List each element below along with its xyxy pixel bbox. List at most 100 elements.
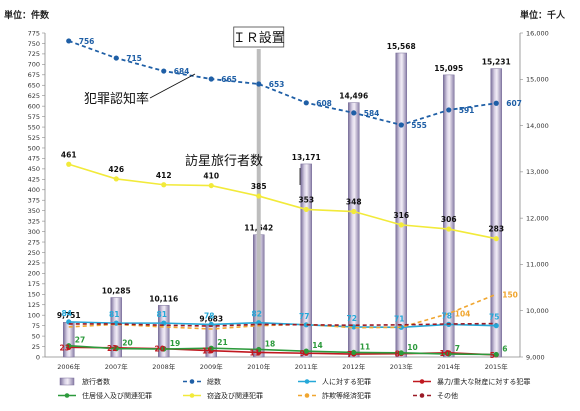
series-point-1 xyxy=(113,55,119,61)
bar-visitors xyxy=(395,52,407,358)
series-value-label-2: 81 xyxy=(157,310,167,319)
series-value-label-2: 78 xyxy=(204,311,214,320)
series-point-5 xyxy=(256,193,262,199)
left-tick-label: 500 xyxy=(28,144,40,152)
series-point-1 xyxy=(161,68,167,74)
left-tick-label: 750 xyxy=(28,40,40,48)
left-tick-label: 550 xyxy=(28,123,40,131)
series-value-label-3: 9 xyxy=(300,349,305,358)
series-value-label-1: 715 xyxy=(126,54,142,63)
bar-visitors xyxy=(443,74,455,358)
series-value-label-2: 71 xyxy=(394,314,404,323)
series-line-5 xyxy=(68,163,497,240)
series-value-label-3: 15 xyxy=(202,347,212,356)
legend-label: 詐欺等経済犯罪 xyxy=(322,391,371,400)
legend-label: 窃盗及び関連犯罪 xyxy=(207,391,263,400)
series-point-1 xyxy=(493,100,499,106)
left-tick-label: 50 xyxy=(32,332,40,340)
bar-visitors xyxy=(348,102,360,358)
legend-swatch-marker xyxy=(304,379,310,384)
series-point-5 xyxy=(113,176,119,182)
series-value-label-5: 306 xyxy=(441,215,457,224)
series-value-label-1: 555 xyxy=(411,121,427,130)
bar-value-label: 10,285 xyxy=(102,287,131,296)
left-tick-label: 725 xyxy=(28,50,40,58)
series-value-label-5: 316 xyxy=(393,211,409,220)
series-value-label-4: 27 xyxy=(75,336,85,345)
legend-swatch-marker xyxy=(419,393,425,398)
legend-label: 旅行者数 xyxy=(82,377,110,386)
series-value-label-5: 283 xyxy=(488,225,504,234)
series-value-label-4: 14 xyxy=(312,341,322,350)
series-value-label-4: 6 xyxy=(502,344,507,353)
series-point-1 xyxy=(256,81,262,87)
crime-rate-leader xyxy=(149,73,196,99)
x-tick-label: 2006年 xyxy=(57,362,81,371)
ir-marker-line xyxy=(256,49,261,357)
series-point-5 xyxy=(398,222,404,228)
series-value-label-3: 11 xyxy=(250,348,260,357)
bar-value-label: 9,683 xyxy=(199,314,223,323)
x-tick-label: 2008年 xyxy=(152,362,176,371)
series-value-label-4: 7 xyxy=(455,344,460,353)
legend-swatch-marker xyxy=(64,393,70,398)
series-value-label-2: 82 xyxy=(252,310,262,319)
series-point-4 xyxy=(351,349,357,356)
left-tick-label: 150 xyxy=(28,291,40,299)
series-value-label-1: 608 xyxy=(316,99,332,108)
series-point-1 xyxy=(66,38,72,44)
left-tick-label: 300 xyxy=(28,228,40,236)
bar-value-label: 10,116 xyxy=(149,294,178,303)
series-point-4 xyxy=(303,348,309,354)
series-value-label-2: 84 xyxy=(62,309,72,318)
series-value-label-3: 5 xyxy=(490,351,495,360)
bar-value-label: 14,496 xyxy=(339,92,368,101)
series-value-label-3: 10 xyxy=(440,349,450,358)
legend-label: その他 xyxy=(437,391,458,400)
series-value-label-1: 665 xyxy=(221,75,237,84)
left-tick-label: 675 xyxy=(28,71,40,79)
series-value-label-5: 385 xyxy=(251,182,267,191)
series-value-label-4: 19 xyxy=(170,339,180,348)
series-point-5 xyxy=(351,208,357,215)
left-tick-label: 125 xyxy=(28,301,40,309)
series-value-label-1: 584 xyxy=(364,109,380,118)
series-value-label-3: 20 xyxy=(155,345,165,354)
legend-label: 人に対する犯罪 xyxy=(322,377,371,386)
series-value-label-1: 756 xyxy=(79,37,95,46)
left-tick-label: 525 xyxy=(28,134,40,142)
right-tick-label: 10,000 xyxy=(526,307,549,315)
series-value-label-4: 10 xyxy=(407,343,417,352)
ir-label-box xyxy=(233,26,285,48)
left-tick-label: 275 xyxy=(28,238,40,246)
right-tick-label: 12,000 xyxy=(526,214,549,222)
bar-value-label: 15,095 xyxy=(434,64,463,73)
crime-rate-annotation: 犯罪認知率 xyxy=(84,91,149,107)
right-tick-label: 13,000 xyxy=(526,168,549,176)
series-point-5 xyxy=(493,236,499,242)
left-tick-label: 575 xyxy=(28,113,40,121)
series-point-2 xyxy=(303,322,309,328)
series-point-2 xyxy=(113,320,119,326)
left-tick-label: 75 xyxy=(32,322,40,330)
legend-label: 暴力/重大な財産に対する犯罪 xyxy=(437,377,530,386)
series-point-4 xyxy=(66,343,72,349)
left-tick-label: 400 xyxy=(28,186,40,194)
series-point-2 xyxy=(493,323,499,329)
legend-swatch-marker xyxy=(189,379,195,384)
bar-value-label: 9,751 xyxy=(57,311,81,320)
bar-value-label: 15,231 xyxy=(482,58,511,67)
visitors-annotation: 訪星旅行者数 xyxy=(185,153,263,169)
series-value-label-2: 77 xyxy=(299,312,309,321)
right-tick-label: 9,000 xyxy=(526,353,545,361)
left-tick-label: 375 xyxy=(28,197,40,205)
left-tick-label: 25 xyxy=(32,343,40,351)
series-point-4 xyxy=(161,346,167,352)
series-line-7 xyxy=(68,322,497,327)
left-tick-label: 325 xyxy=(28,217,40,225)
series-value-label-1: 653 xyxy=(269,80,285,89)
right-tick-label: 16,000 xyxy=(526,29,549,37)
right-tick-label: 15,000 xyxy=(526,76,549,84)
series-point-4 xyxy=(493,351,499,358)
